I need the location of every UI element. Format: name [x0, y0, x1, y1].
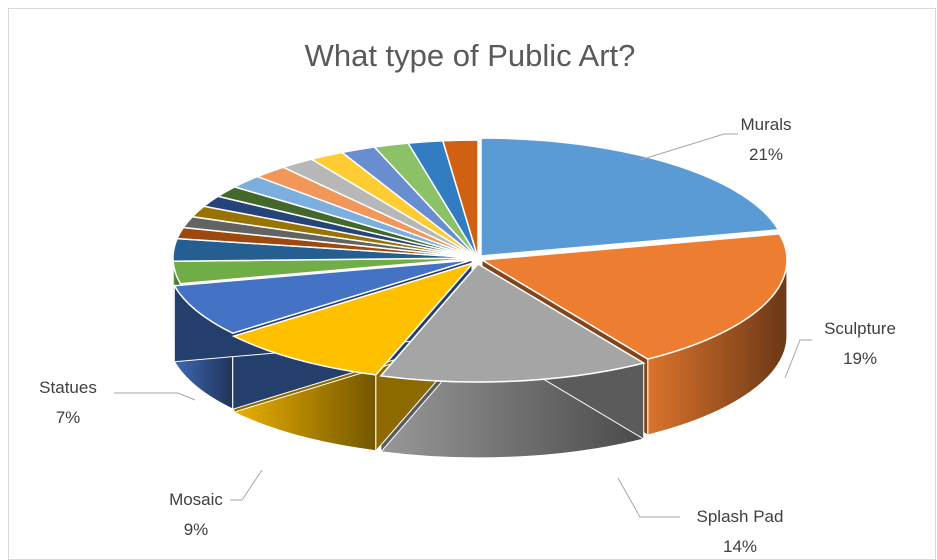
data-label-category: Murals	[740, 115, 791, 134]
pie-slice-19	[441, 139, 479, 259]
pie-slice-murals	[480, 137, 780, 257]
data-label-value: 14%	[723, 537, 757, 556]
data-labels: Murals 21% Sculpture 19% Splash Pad 14% Mosaic…	[39, 115, 896, 556]
data-label-value: 19%	[843, 349, 877, 368]
data-label-category: Mosaic	[169, 490, 223, 509]
leader-line	[639, 133, 738, 161]
leader-line	[114, 392, 196, 401]
leader-line	[230, 469, 263, 501]
data-label-category: Sculpture	[824, 319, 896, 338]
leader-line	[784, 339, 812, 379]
pie-slice-mosaic	[231, 261, 476, 376]
pie-slice-splash-pad	[379, 263, 646, 383]
data-label-value: 9%	[184, 520, 209, 539]
pie-top	[172, 137, 788, 383]
data-label-category: Splash Pad	[697, 507, 784, 526]
data-label-value: 21%	[749, 145, 783, 164]
pie-slice-statues	[173, 259, 473, 334]
pie-slice-sculpture	[479, 233, 788, 360]
data-label-category: Statues	[39, 378, 97, 397]
leader-line	[617, 477, 680, 518]
chart-title: What type of Public Art?	[305, 38, 636, 73]
data-label-value: 7%	[56, 408, 81, 427]
